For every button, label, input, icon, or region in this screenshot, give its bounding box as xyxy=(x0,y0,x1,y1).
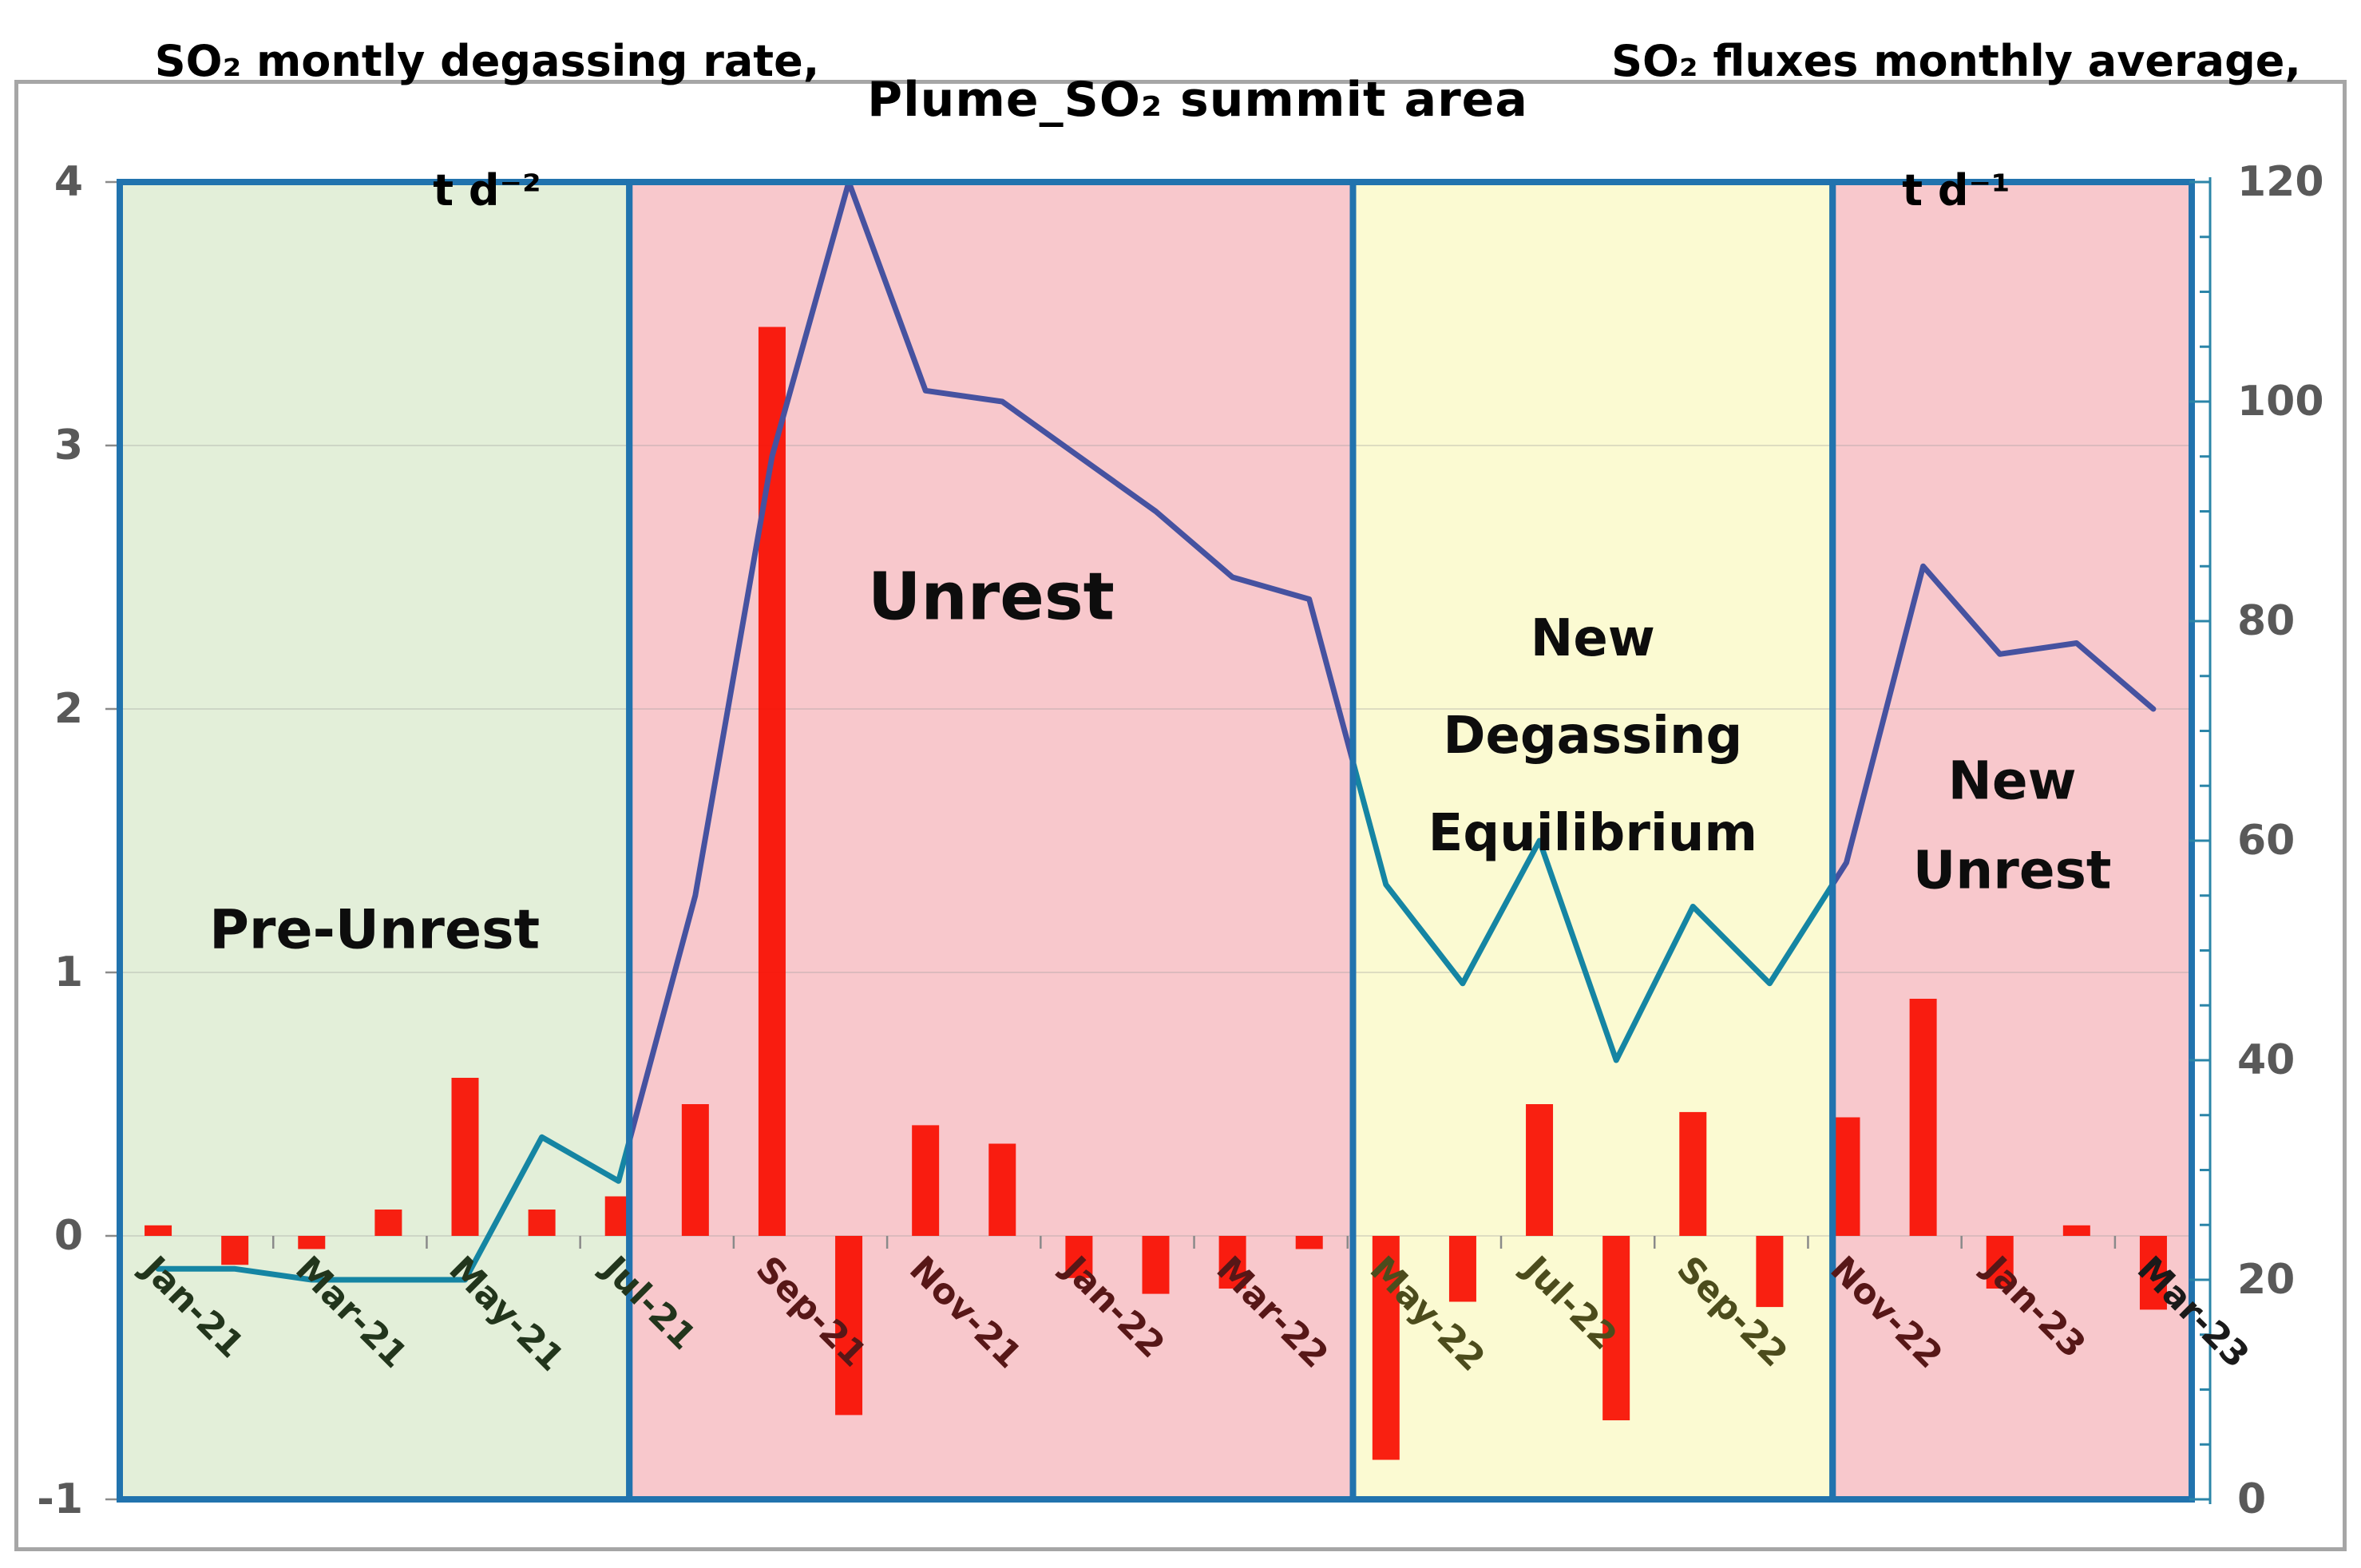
left-axis-title: SO₂ montly degassing rate, t d⁻² xyxy=(120,29,854,223)
left-axis-tick-label: 4 xyxy=(54,158,83,206)
left-axis-tick-label: -1 xyxy=(37,1475,83,1523)
chart-title: Plume_SO₂ summit area xyxy=(826,64,1569,136)
right-axis-tick-label: 40 xyxy=(2237,1036,2295,1084)
bar-Feb-21 xyxy=(221,1236,249,1265)
zone-label-new-unrest: Unrest xyxy=(1913,840,2112,901)
left-axis-tick-label: 0 xyxy=(54,1212,83,1260)
right-axis-tick-label: 120 xyxy=(2237,158,2324,206)
zone-label-unrest: Unrest xyxy=(868,560,1115,636)
left-axis-tick-label: 2 xyxy=(54,685,83,733)
right-axis-tick-label: 60 xyxy=(2237,817,2295,865)
bar-Oct-22 xyxy=(1756,1236,1784,1308)
right-axis-title: SO₂ fluxes monthly average, t d⁻¹ xyxy=(1609,29,2304,223)
bar-Feb-23 xyxy=(2062,1225,2090,1236)
right-axis-title-line2: t d⁻¹ xyxy=(1902,165,2010,216)
bar-May-21 xyxy=(451,1078,479,1236)
bar-Sep-22 xyxy=(1679,1111,1707,1236)
left-axis-title-line2: t d⁻² xyxy=(433,165,541,216)
bar-Jan-23 xyxy=(1986,1236,2014,1289)
bar-Nov-21 xyxy=(912,1125,940,1236)
chart-title-text: Plume_SO₂ summit area xyxy=(867,72,1528,128)
bar-Mar-22 xyxy=(1218,1236,1246,1289)
left-axis-title-line1: SO₂ montly degassing rate, xyxy=(154,36,820,86)
flux-line-segment xyxy=(1829,563,2157,888)
right-axis-title-line1: SO₂ fluxes monthly average, xyxy=(1611,36,2301,86)
bar-Jun-22 xyxy=(1448,1236,1476,1302)
bar-Oct-21 xyxy=(835,1236,863,1416)
bar-Sep-21 xyxy=(758,327,786,1236)
bar-Jan-21 xyxy=(145,1225,172,1236)
bar-Jun-21 xyxy=(528,1210,556,1236)
bar-Apr-21 xyxy=(374,1210,402,1236)
left-axis-tick-label: 1 xyxy=(54,948,83,996)
right-axis-tick-label: 20 xyxy=(2237,1256,2295,1304)
bar-Aug-21 xyxy=(681,1104,709,1236)
flux-line-segment xyxy=(155,1134,632,1283)
zone-label-new-degassing-equilibrium: Degassing xyxy=(1443,707,1742,766)
flux-line-segment xyxy=(626,179,1356,1144)
zone-label-new-degassing-equilibrium: Equilibrium xyxy=(1428,804,1757,863)
bar-Mar-21 xyxy=(298,1236,326,1249)
zone-label-new-unrest: New xyxy=(1948,750,2077,812)
flux-line-segment xyxy=(1350,758,1836,1063)
bar-Aug-22 xyxy=(1602,1236,1630,1420)
bar-Jul-22 xyxy=(1526,1104,1554,1236)
bar-Dec-21 xyxy=(988,1143,1016,1236)
right-axis-tick-label: 0 xyxy=(2237,1475,2266,1523)
bar-Dec-22 xyxy=(1909,999,1937,1236)
bar-Nov-22 xyxy=(1832,1117,1860,1236)
bar-Jan-22 xyxy=(1065,1236,1093,1278)
bar-May-22 xyxy=(1372,1236,1400,1460)
bar-Feb-22 xyxy=(1142,1236,1170,1294)
zone-fill-new-degassing-equilibrium xyxy=(1353,182,1833,1499)
left-axis-tick-label: 3 xyxy=(54,422,83,469)
bar-Apr-22 xyxy=(1295,1236,1323,1249)
zone-label-new-degassing-equilibrium: New xyxy=(1531,609,1655,668)
zone-label-pre-unrest: Pre-Unrest xyxy=(209,899,540,962)
right-axis-tick-label: 100 xyxy=(2237,378,2324,426)
bar-Mar-23 xyxy=(2139,1236,2167,1310)
right-axis-tick-label: 80 xyxy=(2237,597,2295,645)
